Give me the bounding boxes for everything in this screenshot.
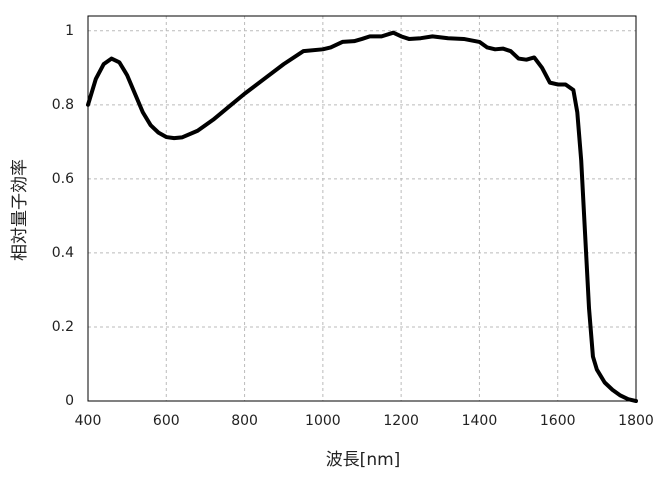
y-tick-label: 1 — [65, 23, 74, 39]
x-tick-label: 1200 — [383, 413, 419, 429]
y-axis-label: 相対量子効率 — [10, 159, 30, 261]
x-tick-label: 1400 — [462, 413, 498, 429]
x-tick-label: 1800 — [618, 413, 654, 429]
x-axis-label: 波長[nm] — [326, 450, 401, 470]
x-tick-label: 600 — [153, 413, 180, 429]
y-tick-label: 0.8 — [52, 97, 74, 113]
x-tick-label: 1000 — [305, 413, 341, 429]
y-tick-label: 0.2 — [52, 319, 74, 335]
x-tick-label: 400 — [75, 413, 102, 429]
line-series — [86, 30, 638, 403]
x-tick-label: 800 — [231, 413, 258, 429]
y-tick-label: 0.6 — [52, 171, 74, 187]
x-tick-label: 1600 — [540, 413, 576, 429]
plot-frame — [87, 15, 637, 402]
y-tick-label: 0.4 — [52, 245, 74, 261]
y-tick-label: 0 — [65, 393, 74, 409]
